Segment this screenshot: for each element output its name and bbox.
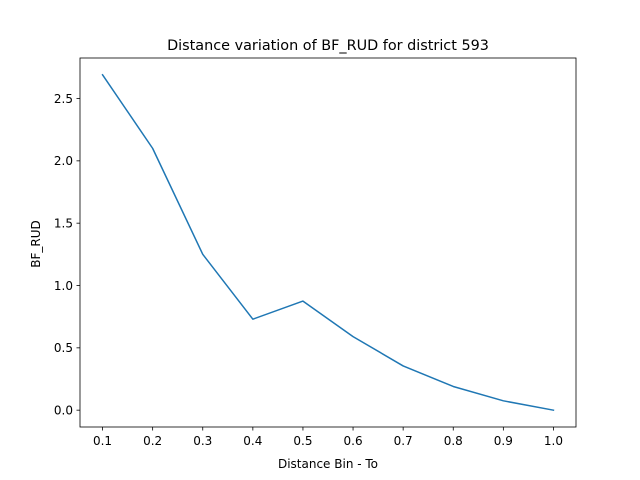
axes-frame: [79, 57, 577, 428]
y-tick-label: 2.5: [54, 92, 73, 106]
x-axis-title: Distance Bin - To: [278, 457, 378, 471]
x-tick-label: 0.5: [293, 434, 312, 448]
y-tick-label: 0.0: [54, 403, 73, 417]
x-tick-label: 0.1: [93, 434, 112, 448]
plot-area: 0.1 0.2 0.3 0.4 0.5 0.6 0.7 0.8 0.9 1.0 0.0 0.5 1.0 1…: [54, 57, 577, 448]
x-tick-label: 1.0: [544, 434, 563, 448]
x-tick-label: 0.8: [444, 434, 463, 448]
series-line-0: [101, 73, 555, 412]
y-tick-label: 2.0: [54, 154, 73, 168]
x-tick-label: 0.2: [143, 434, 162, 448]
y-tick-label: 1.5: [54, 216, 73, 230]
x-tick-label: 0.4: [243, 434, 262, 448]
x-tick-label: 0.9: [494, 434, 513, 448]
y-tick-label: 1.0: [54, 279, 73, 293]
x-tick-label: 0.6: [344, 434, 363, 448]
chart-title: Distance variation of BF_RUD for distric…: [167, 38, 489, 54]
y-tick-label: 0.5: [54, 341, 73, 355]
x-tick-label: 0.7: [394, 434, 413, 448]
x-tick-label: 0.3: [193, 434, 212, 448]
y-axis-title: BF_RUD: [29, 220, 43, 268]
